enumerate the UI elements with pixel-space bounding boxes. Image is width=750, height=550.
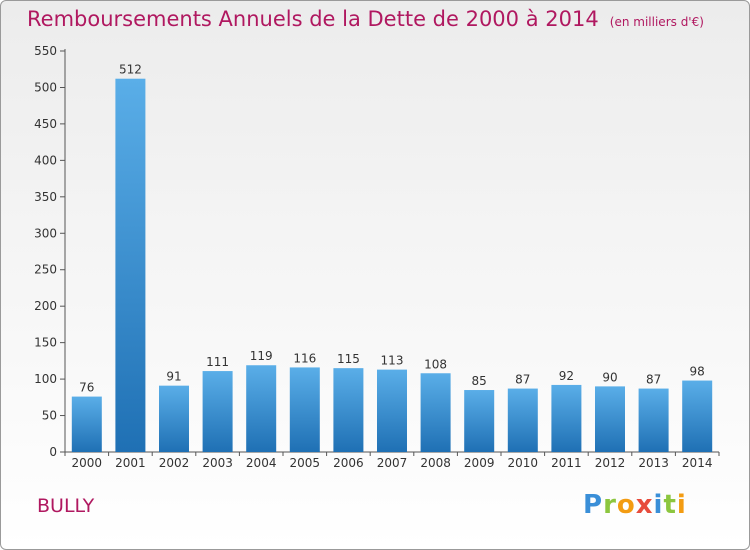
bar <box>551 384 582 452</box>
data-label: 85 <box>472 374 487 388</box>
bar <box>289 367 320 452</box>
bar <box>464 390 495 452</box>
x-tick-label: 2002 <box>159 456 190 470</box>
logo-letter: x <box>635 490 654 520</box>
chart-unit: (en milliers d'€) <box>609 15 704 29</box>
logo-letter: t <box>663 490 677 520</box>
data-label: 90 <box>602 370 617 384</box>
bar <box>507 388 538 452</box>
x-tick-label: 2005 <box>290 456 321 470</box>
x-tick-label: 2011 <box>551 456 582 470</box>
data-label: 76 <box>79 381 94 395</box>
x-tick-label: 2008 <box>420 456 451 470</box>
y-tick-label: 100 <box>34 372 57 386</box>
bar <box>115 78 146 453</box>
data-label: 512 <box>119 63 142 77</box>
bar <box>202 371 233 452</box>
bar <box>333 368 364 452</box>
bar <box>71 396 102 452</box>
data-label: 98 <box>690 365 705 379</box>
x-tick-label: 2014 <box>682 456 713 470</box>
data-label: 111 <box>206 355 229 369</box>
town-name: BULLY <box>37 495 95 517</box>
logo-letter: i <box>653 490 664 520</box>
x-tick-label: 2006 <box>333 456 364 470</box>
bar <box>159 385 189 452</box>
data-label: 119 <box>250 349 273 363</box>
bar <box>420 373 451 452</box>
bar <box>377 369 407 452</box>
x-tick-label: 2001 <box>115 456 146 470</box>
bar <box>595 386 625 452</box>
y-tick-label: 450 <box>34 117 57 131</box>
x-tick-label: 2010 <box>508 456 539 470</box>
y-tick-label: 550 <box>34 44 57 58</box>
y-tick-label: 350 <box>34 190 57 204</box>
x-tick-label: 2007 <box>377 456 408 470</box>
y-tick-label: 0 <box>49 445 57 459</box>
y-tick-label: 300 <box>34 226 57 240</box>
y-tick-label: 500 <box>34 80 57 94</box>
proxiti-logo[interactable]: Proxiti <box>583 490 687 520</box>
y-tick-label: 250 <box>34 263 57 277</box>
chart-title: Remboursements Annuels de la Dette de 20… <box>27 7 599 31</box>
data-label: 91 <box>166 370 181 384</box>
x-tick-label: 2003 <box>202 456 233 470</box>
data-label: 115 <box>337 352 360 366</box>
title-block: Remboursements Annuels de la Dette de 20… <box>27 7 704 31</box>
y-tick-label: 50 <box>42 409 57 423</box>
data-label: 108 <box>424 357 447 371</box>
x-tick-label: 2000 <box>72 456 103 470</box>
data-label: 87 <box>515 373 530 387</box>
data-label: 92 <box>559 369 574 383</box>
data-label: 116 <box>293 351 316 365</box>
y-tick-label: 400 <box>34 153 57 167</box>
bar-chart: 0 50 100 150 200 250 300 350 400 450 500 550 2000 200… <box>34 44 720 470</box>
x-tick-label: 2009 <box>464 456 495 470</box>
y-tick-label: 150 <box>34 336 57 350</box>
logo-letter: i <box>676 490 687 520</box>
data-label: 113 <box>381 354 404 368</box>
x-tick-label: 2013 <box>638 456 669 470</box>
data-label: 87 <box>646 373 661 387</box>
logo-letter: o <box>616 490 636 520</box>
bar <box>682 380 713 452</box>
logo-letter: r <box>603 490 617 520</box>
x-tick-label: 2012 <box>595 456 626 470</box>
bar <box>638 388 669 452</box>
y-tick-label: 200 <box>34 299 57 313</box>
bar <box>246 365 277 452</box>
logo-letter: P <box>583 490 604 520</box>
x-tick-label: 2004 <box>246 456 277 470</box>
